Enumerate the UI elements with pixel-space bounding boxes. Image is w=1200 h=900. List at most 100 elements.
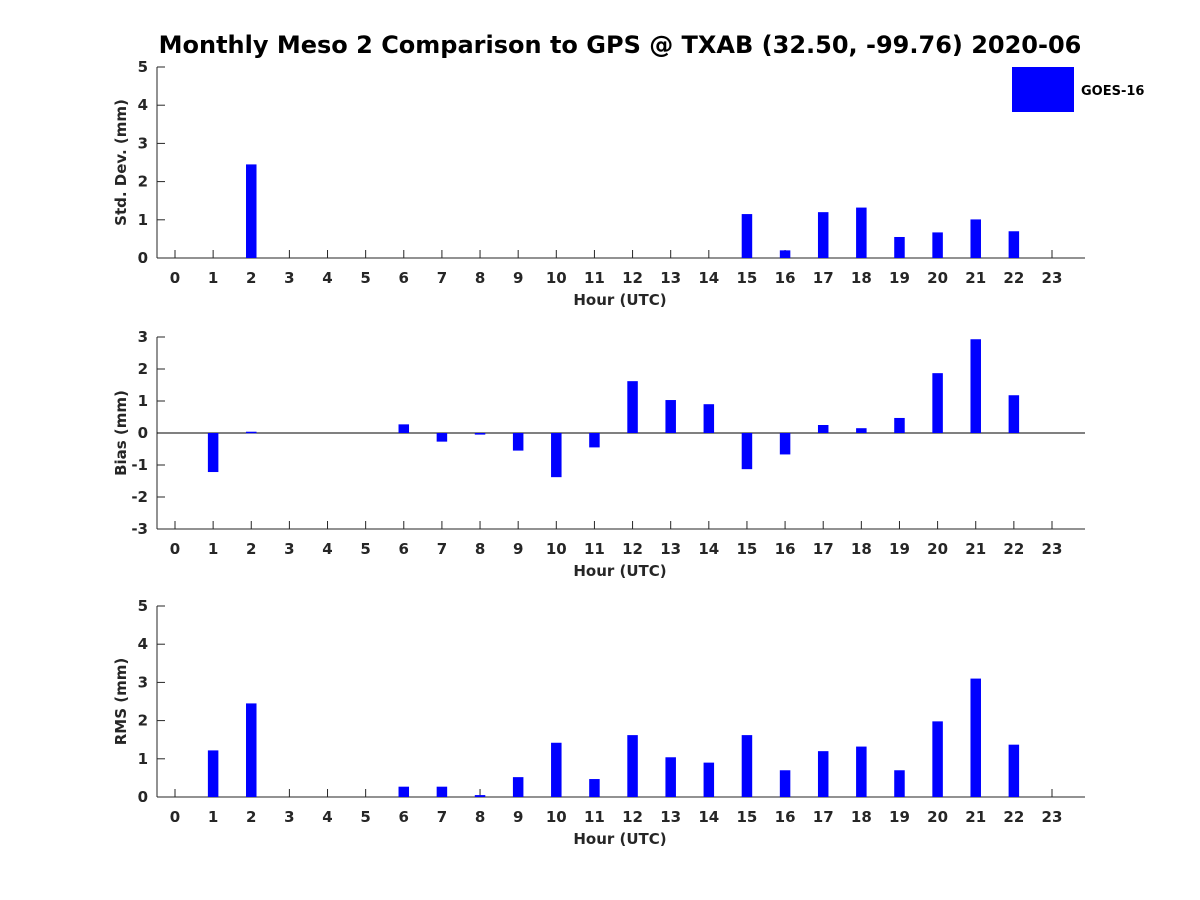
- x-tick-label: 21: [965, 269, 986, 287]
- x-tick-label: 23: [1042, 808, 1063, 826]
- bar: [703, 762, 715, 797]
- bar: [741, 433, 753, 470]
- x-tick-label: 21: [965, 540, 986, 558]
- y-tick-label: 1: [138, 211, 148, 229]
- y-tick-label: 3: [138, 673, 148, 691]
- x-axis-label: Hour (UTC): [573, 562, 666, 580]
- bar: [856, 207, 867, 258]
- x-tick-label: 0: [170, 808, 180, 826]
- bar: [589, 433, 600, 448]
- bar: [703, 404, 715, 433]
- x-tick-label: 2: [246, 540, 256, 558]
- bar: [246, 431, 257, 434]
- bar: [894, 417, 905, 433]
- x-tick-label: 18: [851, 269, 872, 287]
- chart-title: Monthly Meso 2 Comparison to GPS @ TXAB …: [159, 31, 1082, 59]
- x-tick-label: 5: [360, 269, 370, 287]
- x-tick-label: 3: [284, 269, 294, 287]
- y-tick-label: 0: [138, 788, 148, 806]
- bar: [779, 250, 791, 258]
- x-tick-label: 22: [1003, 540, 1024, 558]
- bar: [398, 424, 410, 433]
- x-tick-label: 21: [965, 808, 986, 826]
- y-axis-label: RMS (mm): [112, 658, 130, 745]
- x-tick-label: 19: [889, 808, 910, 826]
- bar: [856, 746, 867, 797]
- x-tick-label: 7: [437, 269, 447, 287]
- bar: [474, 795, 486, 797]
- bar: [932, 721, 943, 797]
- y-tick-label: 1: [138, 750, 148, 768]
- x-tick-label: 2: [246, 269, 256, 287]
- legend-swatch: [1012, 67, 1074, 112]
- x-tick-label: 6: [399, 269, 409, 287]
- x-tick-label: 11: [584, 540, 605, 558]
- bar: [1008, 395, 1020, 433]
- bar: [817, 751, 829, 797]
- x-tick-label: 12: [622, 269, 643, 287]
- x-tick-label: 14: [698, 269, 719, 287]
- x-tick-label: 14: [698, 808, 719, 826]
- bar: [779, 770, 791, 797]
- x-tick-label: 8: [475, 540, 485, 558]
- y-tick-label: 4: [138, 635, 148, 653]
- y-tick-label: 2: [138, 360, 148, 378]
- x-tick-label: 0: [170, 269, 180, 287]
- bar: [932, 232, 943, 258]
- bar: [970, 678, 981, 797]
- x-tick-label: 16: [775, 540, 796, 558]
- bar: [894, 770, 905, 797]
- x-tick-label: 13: [660, 269, 681, 287]
- x-tick-label: 4: [322, 269, 332, 287]
- bar: [665, 757, 676, 797]
- bar: [817, 425, 829, 433]
- bar: [474, 433, 486, 435]
- bar: [817, 212, 829, 258]
- x-tick-label: 12: [622, 540, 643, 558]
- x-tick-label: 15: [737, 269, 758, 287]
- y-tick-label: 2: [138, 712, 148, 730]
- bar: [512, 433, 524, 451]
- x-tick-label: 20: [927, 808, 948, 826]
- x-tick-label: 15: [737, 540, 758, 558]
- x-tick-label: 6: [399, 540, 409, 558]
- bar: [246, 164, 257, 258]
- x-tick-label: 22: [1003, 808, 1024, 826]
- x-tick-label: 20: [927, 540, 948, 558]
- x-tick-label: 8: [475, 269, 485, 287]
- legend: GOES-16: [1012, 67, 1144, 112]
- x-tick-label: 10: [546, 808, 567, 826]
- bar: [665, 400, 676, 433]
- x-tick-label: 17: [813, 808, 834, 826]
- bar: [1008, 744, 1020, 797]
- x-tick-label: 18: [851, 540, 872, 558]
- bar: [970, 339, 981, 433]
- bar: [436, 433, 448, 442]
- x-tick-label: 23: [1042, 269, 1063, 287]
- y-axis-label: Bias (mm): [112, 390, 130, 476]
- x-tick-label: 19: [889, 540, 910, 558]
- x-tick-label: 12: [622, 808, 643, 826]
- x-tick-label: 17: [813, 540, 834, 558]
- x-axis-label: Hour (UTC): [573, 291, 666, 309]
- x-tick-label: 19: [889, 269, 910, 287]
- bar: [741, 735, 753, 797]
- x-tick-label: 20: [927, 269, 948, 287]
- x-tick-label: 9: [513, 540, 523, 558]
- x-tick-label: 1: [208, 269, 218, 287]
- bar: [551, 742, 562, 797]
- x-tick-label: 18: [851, 808, 872, 826]
- x-tick-label: 16: [775, 269, 796, 287]
- x-tick-label: 7: [437, 540, 447, 558]
- x-tick-label: 2: [246, 808, 256, 826]
- bar: [398, 786, 410, 797]
- bar: [246, 703, 257, 797]
- legend-label: GOES-16: [1081, 84, 1144, 99]
- x-tick-label: 4: [322, 808, 332, 826]
- y-tick-label: 5: [138, 58, 148, 76]
- x-tick-label: 10: [546, 269, 567, 287]
- bar: [551, 433, 562, 478]
- x-tick-label: 23: [1042, 540, 1063, 558]
